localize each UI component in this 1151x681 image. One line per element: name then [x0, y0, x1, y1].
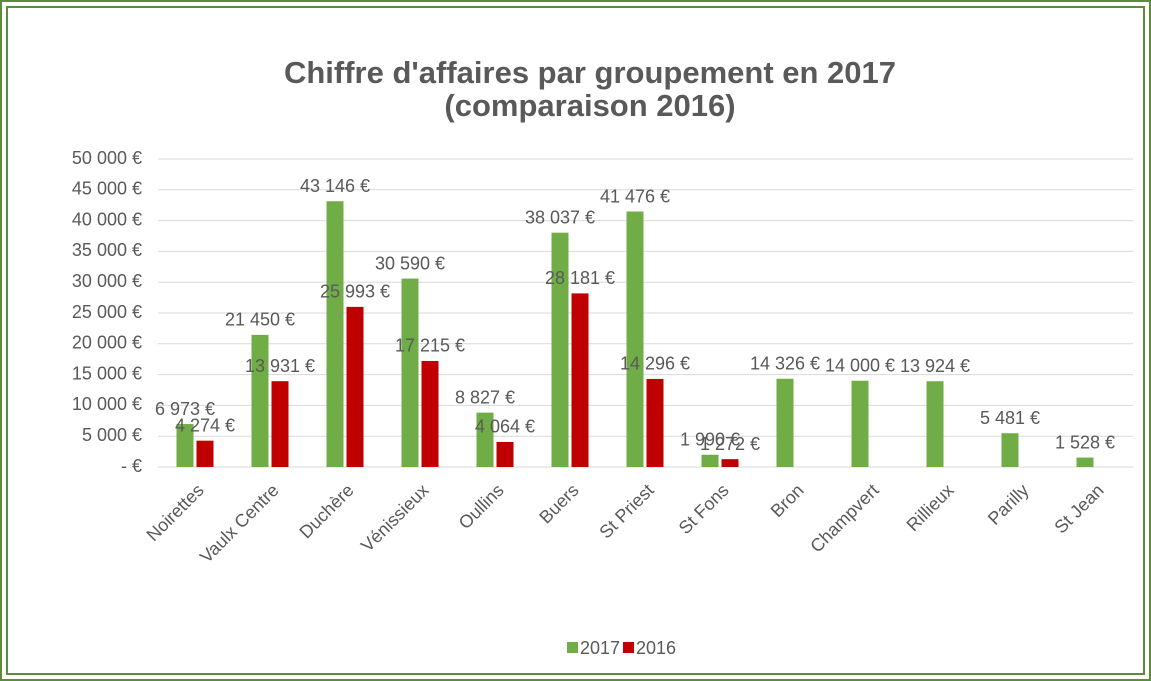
- value-label: 43 146 €: [300, 176, 370, 196]
- x-tick-label: Parilly: [984, 480, 1033, 529]
- x-tick-label: Oullins: [455, 480, 508, 533]
- value-label: 5 481 €: [980, 408, 1040, 428]
- y-tick-label: - €: [121, 456, 142, 476]
- x-tick-label: Buers: [535, 480, 582, 527]
- bar: [1076, 457, 1094, 467]
- x-tick-label: St Jean: [1050, 480, 1107, 537]
- x-tick-label: Bron: [767, 480, 808, 521]
- value-label: 4 274 €: [175, 415, 235, 435]
- legend-swatch: [623, 642, 634, 653]
- bar: [551, 232, 569, 467]
- x-tick-label: Vaulx Centre: [196, 480, 283, 567]
- value-label: 25 993 €: [320, 282, 390, 302]
- value-label: 13 931 €: [245, 356, 315, 376]
- x-tick-label: St Fons: [675, 480, 733, 538]
- y-tick-label: 5 000 €: [82, 425, 142, 445]
- y-tick-label: 30 000 €: [72, 271, 142, 291]
- bar: [421, 360, 439, 467]
- y-tick-label: 50 000 €: [72, 148, 142, 168]
- bar: [626, 211, 644, 467]
- bar: [926, 381, 944, 467]
- x-tick-label: Vénissieux: [357, 480, 433, 556]
- y-tick-label: 15 000 €: [72, 363, 142, 383]
- y-tick-label: 25 000 €: [72, 302, 142, 322]
- value-label: 6 973 €: [155, 399, 215, 419]
- value-label: 8 827 €: [455, 387, 515, 407]
- value-label: 21 450 €: [225, 310, 295, 330]
- x-tick-label: Champvert: [806, 480, 882, 556]
- bar: [176, 424, 194, 467]
- bar: [326, 201, 344, 467]
- legend-label: 2017: [580, 638, 620, 658]
- legend-swatch: [567, 642, 578, 653]
- bar: [701, 454, 719, 467]
- bar: [776, 378, 794, 467]
- bar: [851, 380, 869, 467]
- value-label: 14 326 €: [750, 354, 820, 374]
- value-label: 1 272 €: [700, 434, 760, 454]
- bar: [721, 459, 739, 467]
- value-label: 28 181 €: [545, 268, 615, 288]
- bar: [1001, 433, 1019, 467]
- y-tick-label: 35 000 €: [72, 240, 142, 260]
- x-tick-label: St Priest: [595, 480, 657, 542]
- y-tick-label: 40 000 €: [72, 209, 142, 229]
- value-label: 14 296 €: [620, 354, 690, 374]
- y-tick-label: 45 000 €: [72, 179, 142, 199]
- bar: [271, 381, 289, 467]
- y-tick-label: 20 000 €: [72, 333, 142, 353]
- bar: [571, 293, 589, 467]
- x-tick-label: Rillieux: [903, 480, 958, 535]
- value-label: 4 064 €: [475, 417, 535, 437]
- bar: [646, 378, 664, 467]
- value-label: 41 476 €: [600, 186, 670, 206]
- x-tick-label: Duchère: [295, 480, 357, 542]
- value-label: 13 924 €: [900, 356, 970, 376]
- bar: [196, 440, 214, 467]
- bar: [346, 306, 364, 467]
- chart-title: (comparaison 2016): [444, 88, 735, 123]
- chart-title: Chiffre d'affaires par groupement en 201…: [284, 55, 896, 90]
- value-label: 30 590 €: [375, 253, 445, 273]
- value-label: 1 528 €: [1055, 432, 1115, 452]
- bar: [401, 278, 419, 467]
- frame-inner: [6, 6, 1145, 675]
- value-label: 1 990 €: [680, 429, 740, 449]
- x-tick-label: Noirettes: [143, 480, 208, 545]
- value-label: 14 000 €: [825, 356, 895, 376]
- value-label: 17 215 €: [395, 336, 465, 356]
- bar: [476, 412, 494, 467]
- bar: [496, 441, 514, 467]
- bar: [251, 334, 269, 467]
- y-tick-label: 10 000 €: [72, 394, 142, 414]
- legend-label: 2016: [636, 638, 676, 658]
- value-label: 38 037 €: [525, 207, 595, 227]
